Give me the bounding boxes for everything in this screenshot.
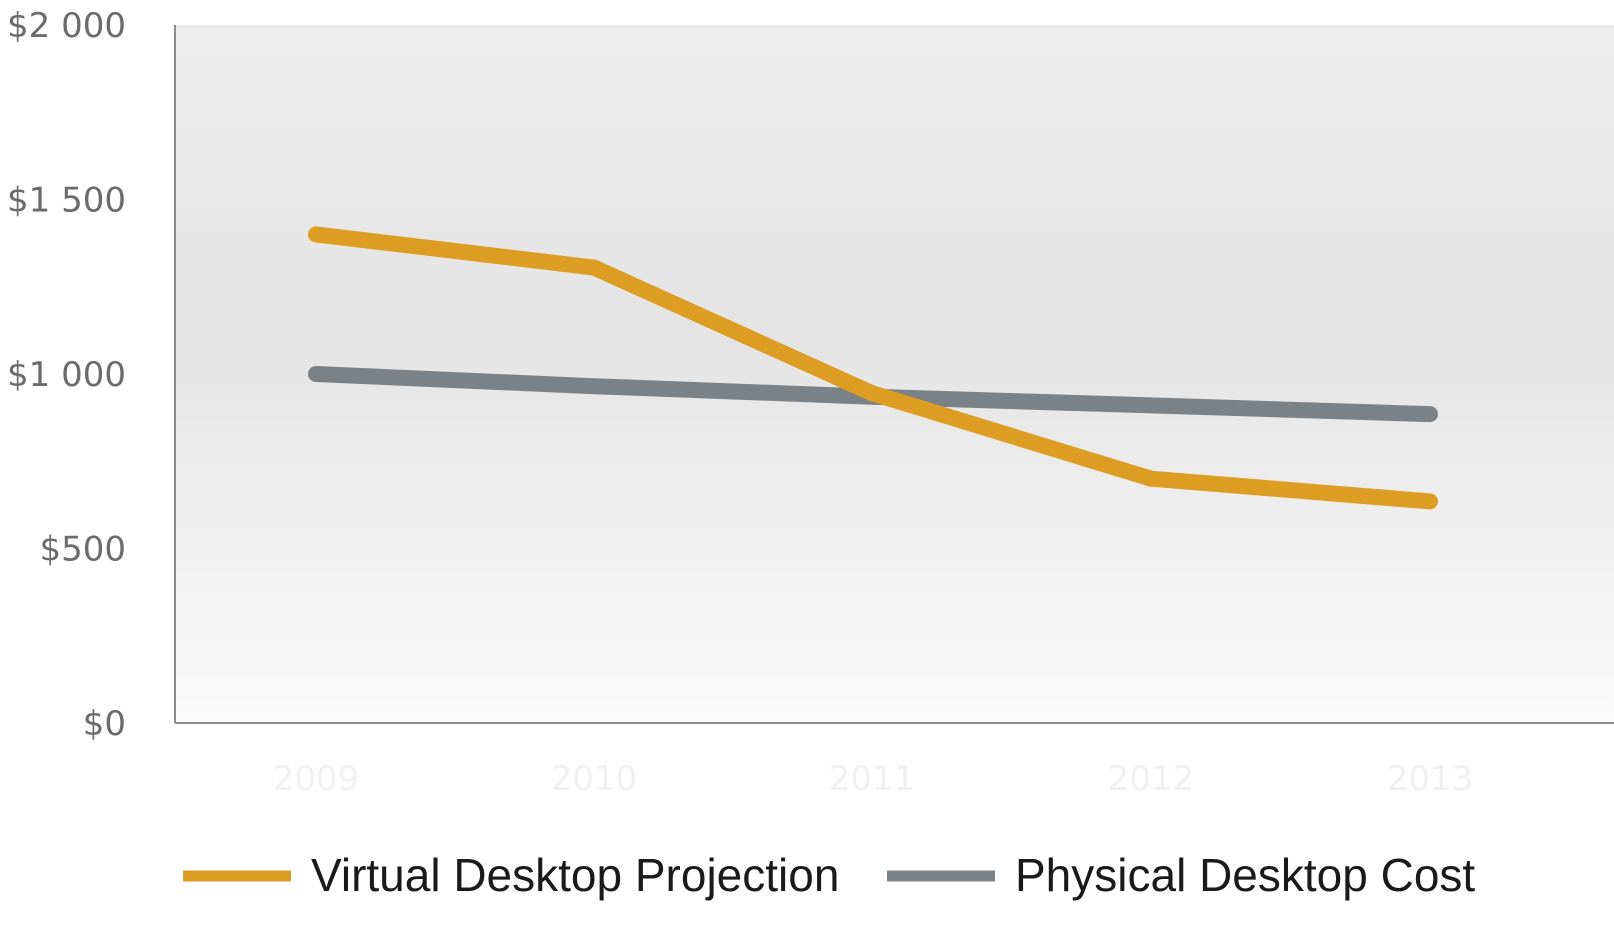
y-tick-label: $1 500 <box>7 181 126 221</box>
series-line-virtual <box>308 226 1438 510</box>
y-tick-label: $0 <box>83 704 126 744</box>
x-tick-label: 2009 <box>273 759 360 799</box>
series-layer <box>308 226 1438 510</box>
legend-label-physical: Physical Desktop Cost <box>1015 849 1475 901</box>
legend-item-physical: Physical Desktop Cost <box>887 849 1475 901</box>
x-tick-label: 2013 <box>1387 759 1474 799</box>
x-axis-ticks: 2009 2010 2011 2012 2013 <box>273 759 1474 799</box>
y-tick-label: $2 000 <box>7 6 126 46</box>
legend: Virtual Desktop Projection Physical Desk… <box>183 849 1475 901</box>
x-tick-label: 2010 <box>551 759 638 799</box>
legend-label-virtual: Virtual Desktop Projection <box>311 849 839 901</box>
legend-item-virtual: Virtual Desktop Projection <box>183 849 839 901</box>
y-tick-label: $1 000 <box>7 355 126 395</box>
y-tick-label: $500 <box>39 530 126 570</box>
y-axis-ticks: $0 $500 $1 000 $1 500 $2 000 <box>7 6 126 744</box>
x-tick-label: 2012 <box>1108 759 1195 799</box>
x-tick-label: 2011 <box>829 759 916 799</box>
